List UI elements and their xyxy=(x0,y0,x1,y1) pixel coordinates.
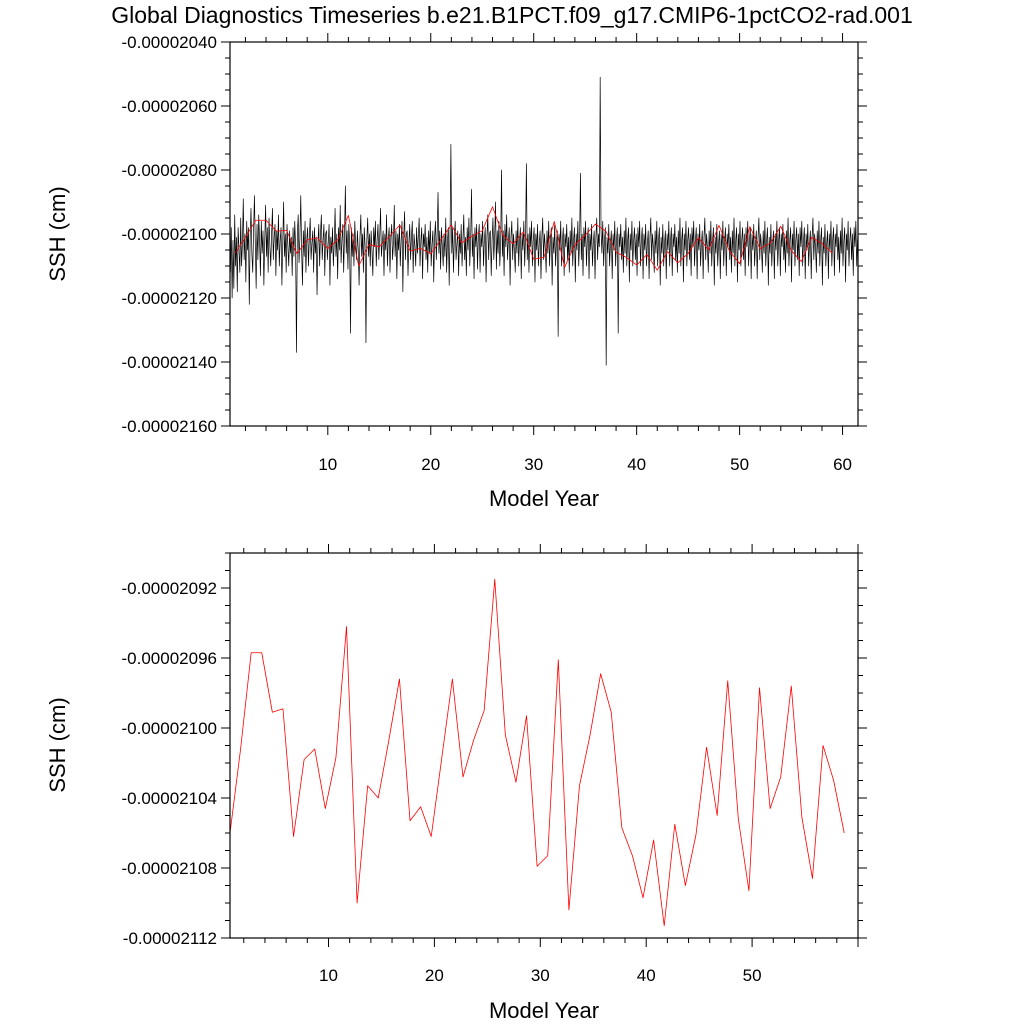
x-tick-label: 30 xyxy=(524,455,543,474)
y-tick-label: -0.00002096 xyxy=(122,649,217,668)
series-line-0 xyxy=(230,76,858,366)
y-tick-label: -0.00002140 xyxy=(122,353,217,372)
bottom-panel: 10 20 30 40 50 -0.00002112 -0.00002108 -0.00002… xyxy=(45,544,867,1023)
y-tick-label: -0.00002060 xyxy=(122,97,217,116)
x-tick-label: 50 xyxy=(730,455,749,474)
x-tick-label: 40 xyxy=(637,966,656,985)
x-tick-label: 30 xyxy=(531,966,550,985)
x-axis-title: Model Year xyxy=(489,998,599,1023)
x-tick-label: 40 xyxy=(627,455,646,474)
x-tick-label: 60 xyxy=(833,455,852,474)
y-tick-label: -0.00002104 xyxy=(122,789,217,808)
top-panel: 10 20 30 40 50 60 -0.00002160 -0.00002140 -0.000… xyxy=(45,33,867,511)
y-tick-label: -0.00002100 xyxy=(122,225,217,244)
x-tick-label: 20 xyxy=(425,966,444,985)
x-tick-label: 50 xyxy=(743,966,762,985)
y-tick-label: -0.00002120 xyxy=(122,289,217,308)
y-tick-label: -0.00002108 xyxy=(122,859,217,878)
y-tick-label: -0.00002080 xyxy=(122,161,217,180)
x-axis-title: Model Year xyxy=(489,486,599,511)
y-axis-title: SSH (cm) xyxy=(45,697,70,792)
y-tick-label: -0.00002092 xyxy=(122,579,217,598)
y-tick-label: -0.00002160 xyxy=(122,417,217,436)
x-tick-label: 20 xyxy=(421,455,440,474)
chart-title: Global Diagnostics Timeseries b.e21.B1PC… xyxy=(111,2,913,28)
series-line-0 xyxy=(230,578,845,927)
y-axis-title: SSH (cm) xyxy=(45,186,70,281)
y-tick-label: -0.00002100 xyxy=(122,719,217,738)
plot-frame xyxy=(229,552,859,939)
y-tick-label: -0.00002112 xyxy=(123,929,217,948)
y-tick-label: -0.00002040 xyxy=(122,33,217,52)
x-tick-label: 10 xyxy=(319,966,338,985)
series-line-1 xyxy=(234,206,833,271)
x-tick-label: 10 xyxy=(318,455,337,474)
